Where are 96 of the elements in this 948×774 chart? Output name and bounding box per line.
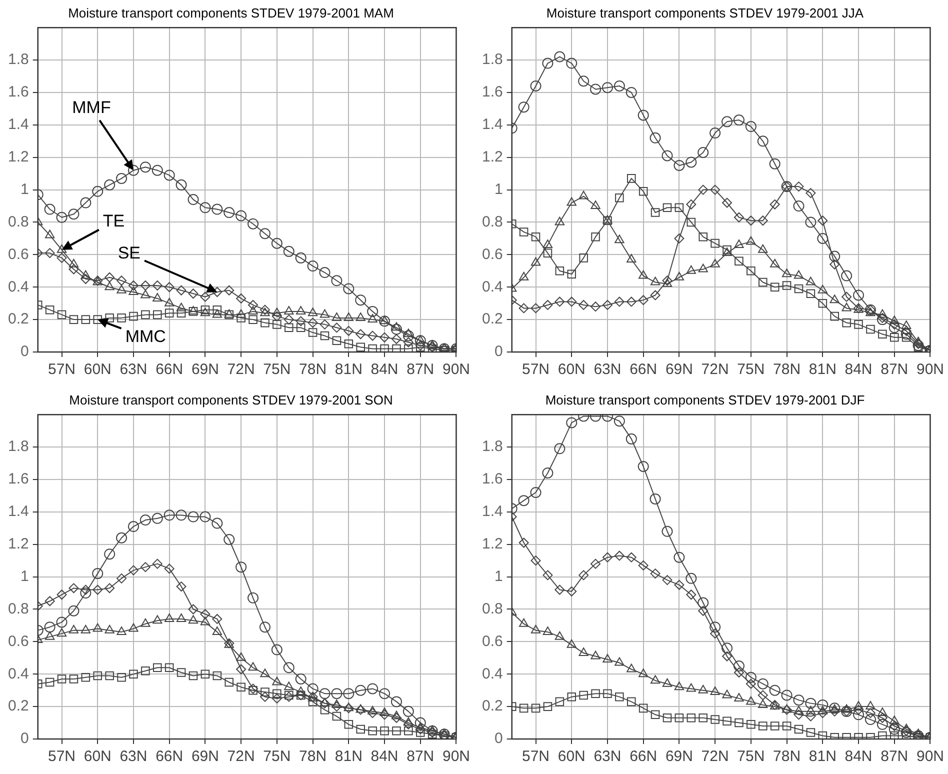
x-tick-label: 63N <box>594 748 622 766</box>
y-tick-label: 1.6 <box>8 470 29 488</box>
y-tick-label: 0.6 <box>8 632 29 650</box>
y-tick-label: 0.2 <box>8 310 29 328</box>
x-tick-label: 66N <box>156 748 184 766</box>
y-tick-label: 0.6 <box>8 246 29 263</box>
y-tick-label: 1 <box>20 180 29 198</box>
x-tick-label: 57N <box>522 748 550 766</box>
y-tick-label: 1.4 <box>482 503 503 520</box>
x-tick-label: 72N <box>701 361 729 378</box>
x-tick-label: 72N <box>227 748 255 766</box>
y-tick-label: 0.8 <box>8 213 29 230</box>
x-tick-label: 66N <box>156 361 184 378</box>
x-tick-label: 75N <box>263 361 291 378</box>
x-tick-label: 84N <box>844 361 872 378</box>
y-tick-label: 0.8 <box>482 600 503 618</box>
x-tick-label: 90N <box>916 361 944 378</box>
y-tick-label: 1.8 <box>8 438 29 456</box>
x-tick-label: 81N <box>808 748 836 766</box>
y-tick-label: 0.2 <box>8 698 29 715</box>
x-tick-label: 60N <box>558 361 586 378</box>
x-tick-label: 69N <box>191 361 219 378</box>
y-tick-label: 1.2 <box>8 536 29 552</box>
x-tick-label: 69N <box>665 361 693 378</box>
x-tick-label: 63N <box>594 361 622 378</box>
y-tick-label: 0.4 <box>482 278 503 296</box>
x-tick-label: 63N <box>120 361 148 378</box>
y-tick-label: 0.4 <box>482 665 503 682</box>
y-tick-label: 0.4 <box>8 278 29 296</box>
x-tick-label: 84N <box>370 361 398 378</box>
x-tick-label: 87N <box>406 748 434 766</box>
annotation: TE <box>102 212 125 230</box>
y-tick-label: 0.4 <box>8 665 29 682</box>
y-tick-label: 1.4 <box>482 116 503 134</box>
x-tick-label: 75N <box>737 748 765 766</box>
annotation: MMC <box>125 327 166 346</box>
x-tick-label: 72N <box>701 748 729 766</box>
x-tick-label: 60N <box>84 748 112 766</box>
y-tick-label: 1.6 <box>482 84 503 101</box>
chart-title: Moisture transport components STDEV 1979-2001 MAM <box>68 5 394 20</box>
x-tick-label: 66N <box>630 361 658 378</box>
x-tick-label: 87N <box>880 748 908 766</box>
y-tick-label: 1.4 <box>8 116 29 134</box>
y-tick-label: 0.8 <box>482 213 503 230</box>
y-tick-label: 1.8 <box>482 51 503 68</box>
y-tick-label: 0 <box>494 730 503 748</box>
chart-title: Moisture transport components STDEV 1979-2001 DJF <box>545 392 865 408</box>
annotation: MMF <box>72 98 111 118</box>
chart-title: Moisture transport components STDEV 1979-2001 JJA <box>546 5 864 20</box>
x-tick-label: 57N <box>48 748 76 766</box>
y-tick-label: 1.2 <box>482 536 503 552</box>
x-tick-label: 90N <box>442 361 470 378</box>
chart-title: Moisture transport components STDEV 1979-2001 SON <box>69 392 393 408</box>
x-tick-label: 84N <box>844 748 872 766</box>
x-tick-label: 81N <box>334 748 362 766</box>
y-tick-label: 1.6 <box>482 470 503 488</box>
x-tick-label: 69N <box>191 748 219 766</box>
y-tick-label: 0.6 <box>482 246 503 263</box>
y-tick-label: 0 <box>20 730 29 748</box>
y-tick-label: 1.6 <box>8 84 29 101</box>
y-tick-label: 1 <box>494 180 503 198</box>
y-tick-label: 1 <box>494 568 503 585</box>
x-tick-label: 57N <box>48 361 76 378</box>
x-tick-label: 84N <box>370 748 398 766</box>
x-tick-label: 87N <box>880 361 908 378</box>
x-tick-label: 69N <box>665 748 693 766</box>
x-tick-label: 90N <box>916 748 944 766</box>
y-tick-label: 1.2 <box>482 148 503 166</box>
x-tick-label: 60N <box>558 748 586 766</box>
y-tick-label: 0.2 <box>482 698 503 715</box>
x-tick-label: 78N <box>299 361 327 378</box>
x-tick-label: 75N <box>737 361 765 378</box>
y-tick-label: 1.2 <box>8 148 29 166</box>
x-tick-label: 63N <box>120 748 148 766</box>
x-tick-label: 60N <box>84 361 112 378</box>
x-tick-label: 78N <box>773 748 801 766</box>
x-tick-label: 57N <box>522 361 550 378</box>
y-tick-label: 0.2 <box>482 310 503 328</box>
x-tick-label: 72N <box>227 361 255 378</box>
y-tick-label: 1.8 <box>482 438 503 456</box>
y-tick-label: 0 <box>494 343 503 360</box>
y-tick-label: 0 <box>20 343 29 360</box>
x-tick-label: 90N <box>442 748 470 766</box>
x-tick-label: 66N <box>630 748 658 766</box>
x-tick-label: 78N <box>299 748 327 766</box>
y-tick-label: 1.8 <box>8 51 29 68</box>
y-tick-label: 0.8 <box>8 600 29 618</box>
annotation: SE <box>118 244 141 263</box>
y-tick-label: 0.6 <box>482 632 503 650</box>
x-tick-label: 81N <box>334 361 362 378</box>
y-tick-label: 1.4 <box>8 503 29 520</box>
x-tick-label: 87N <box>406 361 434 378</box>
x-tick-label: 75N <box>263 748 291 766</box>
y-tick-label: 1 <box>20 568 29 585</box>
x-tick-label: 78N <box>773 361 801 378</box>
x-tick-label: 81N <box>808 361 836 378</box>
